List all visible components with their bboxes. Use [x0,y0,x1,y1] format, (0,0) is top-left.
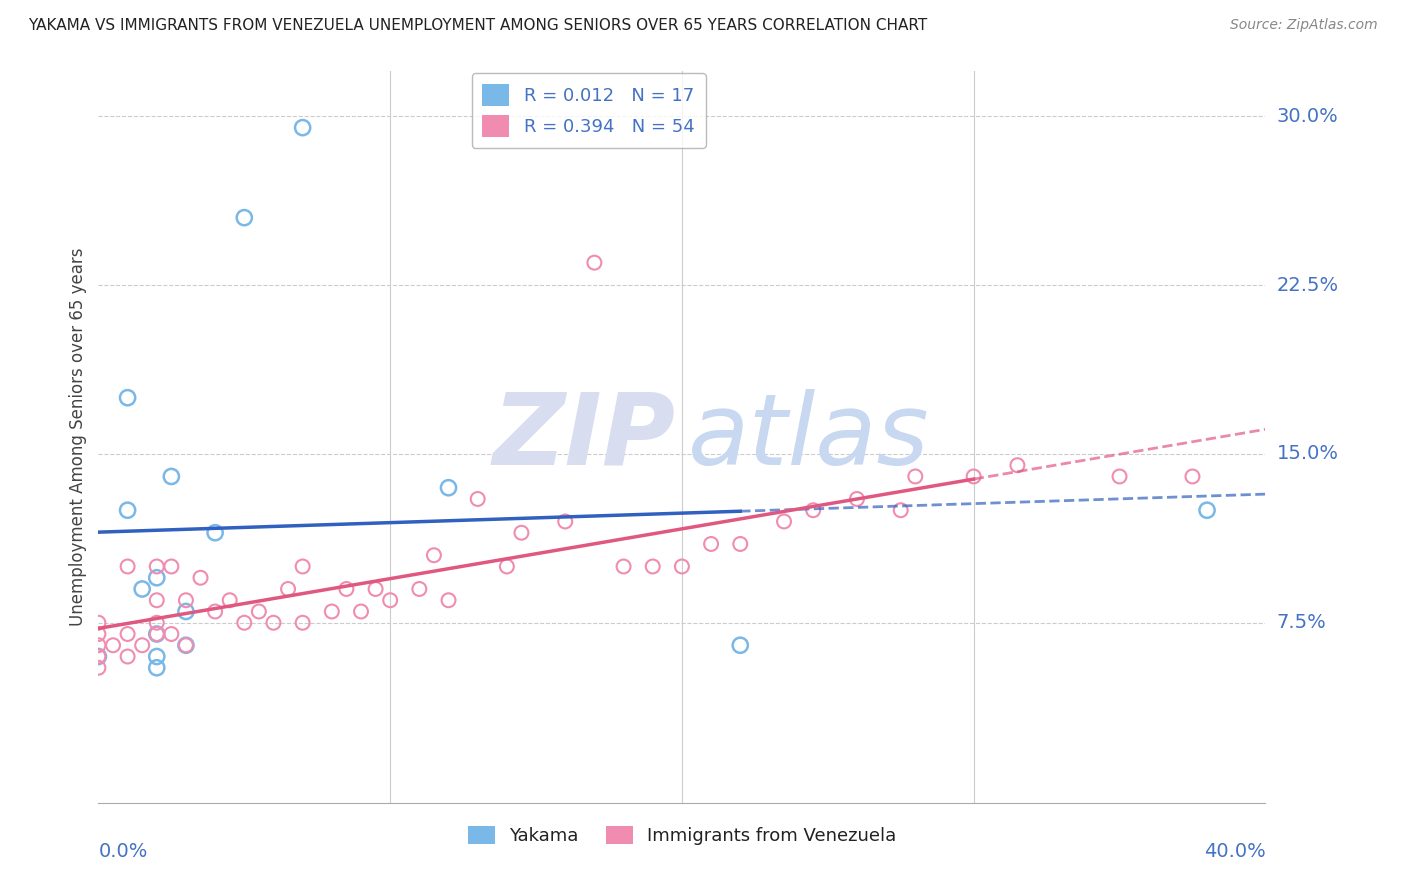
Y-axis label: Unemployment Among Seniors over 65 years: Unemployment Among Seniors over 65 years [69,248,87,626]
Point [131,638,153,652]
Point [247,605,270,619]
Text: 15.0%: 15.0% [1277,444,1339,464]
Text: 7.5%: 7.5% [1277,614,1326,632]
Text: 0.0%: 0.0% [98,842,148,861]
Point [612,559,634,574]
Point [277,582,299,596]
Text: ZIP: ZIP [494,389,676,485]
Text: atlas: atlas [688,389,929,485]
Point [408,582,430,596]
Point [904,469,927,483]
Point [291,615,314,630]
Point [730,638,752,652]
Point [87,649,110,664]
Point [87,649,110,664]
Text: Source: ZipAtlas.com: Source: ZipAtlas.com [1230,18,1378,32]
Text: YAKAMA VS IMMIGRANTS FROM VENEZUELA UNEMPLOYMENT AMONG SENIORS OVER 65 YEARS COR: YAKAMA VS IMMIGRANTS FROM VENEZUELA UNEM… [28,18,928,33]
Point [174,638,197,652]
Text: 30.0%: 30.0% [1277,107,1339,126]
Point [87,615,110,630]
Point [730,537,752,551]
Point [204,605,226,619]
Point [233,211,256,225]
Point [101,638,124,652]
Point [174,638,197,652]
Point [160,627,183,641]
Point [146,615,169,630]
Point [117,559,139,574]
Point [233,615,256,630]
Point [700,537,723,551]
Point [146,593,169,607]
Point [641,559,664,574]
Point [291,120,314,135]
Point [204,525,226,540]
Text: 22.5%: 22.5% [1277,276,1339,294]
Point [380,593,402,607]
Point [554,515,576,529]
Point [117,649,139,664]
Point [1007,458,1029,473]
Point [671,559,693,574]
Point [467,491,489,506]
Point [437,481,460,495]
Point [350,605,373,619]
Point [1108,469,1130,483]
Legend: Yakama, Immigrants from Venezuela: Yakama, Immigrants from Venezuela [460,819,904,852]
Point [890,503,912,517]
Point [496,559,519,574]
Point [160,559,183,574]
Point [423,548,446,562]
Point [291,559,314,574]
Point [174,593,197,607]
Point [146,627,169,641]
Point [146,661,169,675]
Point [174,605,197,619]
Point [510,525,533,540]
Text: 40.0%: 40.0% [1204,842,1265,861]
Point [801,503,824,517]
Point [117,391,139,405]
Point [190,571,212,585]
Point [117,503,139,517]
Point [160,469,183,483]
Point [117,627,139,641]
Point [87,638,110,652]
Point [146,649,169,664]
Point [364,582,387,596]
Point [218,593,240,607]
Point [335,582,357,596]
Point [146,559,169,574]
Point [131,582,153,596]
Point [87,627,110,641]
Point [1181,469,1204,483]
Point [146,627,169,641]
Point [262,615,284,630]
Point [583,255,606,269]
Point [87,661,110,675]
Point [321,605,343,619]
Point [1195,503,1218,517]
Point [146,571,169,585]
Point [773,515,796,529]
Point [437,593,460,607]
Point [846,491,869,506]
Point [962,469,984,483]
